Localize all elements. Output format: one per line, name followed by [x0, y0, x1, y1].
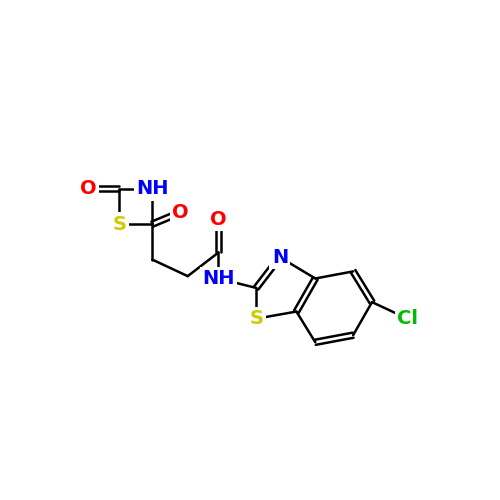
Text: S: S — [249, 309, 263, 328]
Text: N: N — [272, 248, 288, 266]
Text: O: O — [210, 210, 227, 229]
Text: S: S — [112, 214, 126, 234]
Text: Cl: Cl — [397, 309, 418, 328]
Text: O: O — [80, 179, 97, 198]
Text: NH: NH — [136, 179, 168, 198]
Text: O: O — [172, 203, 189, 222]
Text: NH: NH — [202, 269, 234, 288]
